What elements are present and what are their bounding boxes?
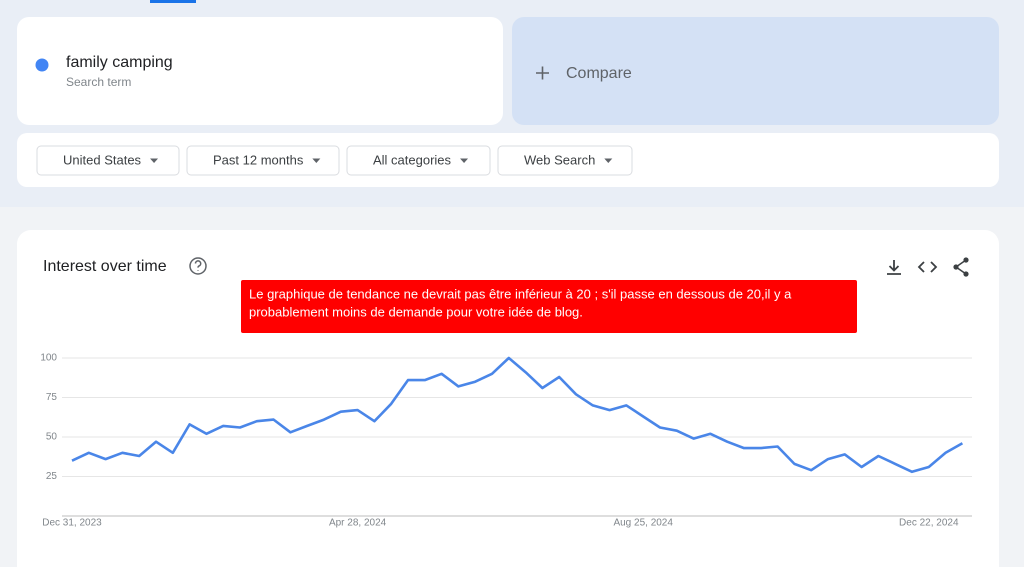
filter-dropdown[interactable] xyxy=(346,145,491,176)
embed-icon[interactable] xyxy=(917,261,938,273)
y-tick-label: 25 xyxy=(46,471,58,482)
help-glyph xyxy=(194,260,202,271)
card-title: Interest over time xyxy=(43,258,167,275)
y-tick-label: 50 xyxy=(46,432,58,443)
y-tick-label: 100 xyxy=(40,353,57,364)
help-icon[interactable] xyxy=(189,257,207,275)
term-label: family camping xyxy=(66,54,173,71)
dropdown-arrow xyxy=(150,158,159,163)
term-card[interactable] xyxy=(17,17,503,125)
share-icon[interactable] xyxy=(953,257,969,277)
compare-label: Compare xyxy=(566,65,632,82)
chart: 25 50 75 100 Dec 31, 2023 Apr 28, 2024 Aug 25,… xyxy=(40,353,972,529)
dropdown-arrow xyxy=(460,158,469,163)
filter-dropdown[interactable] xyxy=(186,145,340,176)
download-icon[interactable] xyxy=(887,260,901,275)
filter-label: All categories xyxy=(373,152,452,167)
x-tick-label: Aug 25, 2024 xyxy=(613,518,673,529)
dropdown-arrow xyxy=(312,158,321,163)
filter-label: Past 12 months xyxy=(213,152,304,167)
filter-label: United States xyxy=(63,152,142,167)
x-tick-label: Dec 22, 2024 xyxy=(899,518,959,529)
annotation-line: probablement moins de demande pour votre… xyxy=(249,304,583,319)
term-caption: Search term xyxy=(66,75,131,89)
annotation-box xyxy=(241,280,857,333)
tab-indicator xyxy=(150,0,196,3)
term-dot xyxy=(35,58,49,72)
trend-line xyxy=(71,356,964,474)
x-tick-label: Apr 28, 2024 xyxy=(329,518,387,529)
x-tick-label: Dec 31, 2023 xyxy=(42,518,102,529)
annotation-line: Le graphique de tendance ne devrait pas … xyxy=(249,286,792,301)
filter-dropdown[interactable] xyxy=(36,145,180,176)
y-tick-label: 75 xyxy=(46,392,58,403)
compare-card[interactable] xyxy=(512,17,999,125)
filter-dropdown[interactable] xyxy=(497,145,633,176)
filters: United States Past 12 months All categorie… xyxy=(36,145,633,176)
plus-icon xyxy=(536,66,549,80)
filter-label: Web Search xyxy=(524,152,595,167)
dropdown-arrow xyxy=(604,158,613,163)
